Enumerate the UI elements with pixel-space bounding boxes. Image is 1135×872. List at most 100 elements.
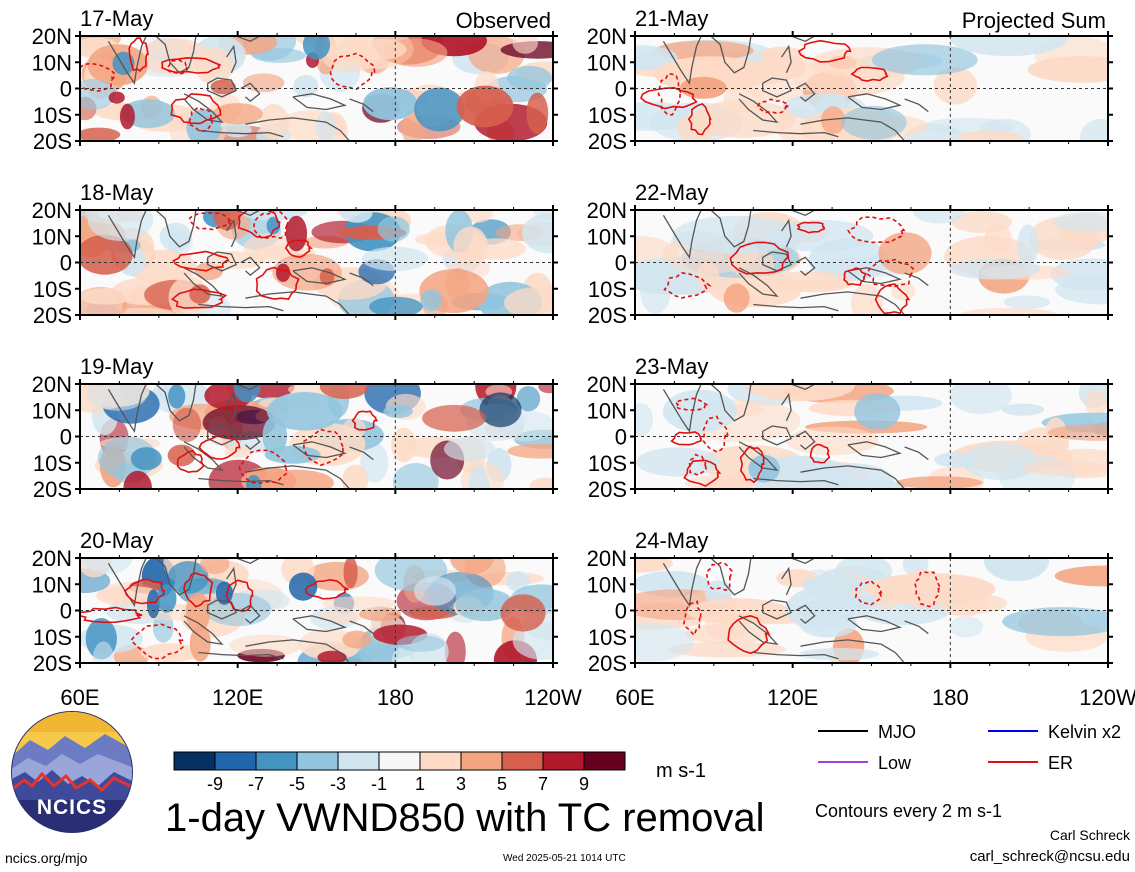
coastline xyxy=(235,558,261,565)
y-tick-label: 10N xyxy=(32,572,72,597)
coastline xyxy=(800,639,906,663)
coastline xyxy=(107,210,147,260)
x-tick-label: 120W xyxy=(1079,685,1135,710)
er-contour xyxy=(797,39,852,63)
er-contour xyxy=(657,72,683,116)
coastline xyxy=(662,384,702,434)
anomaly-patch xyxy=(635,622,695,662)
coastline xyxy=(710,558,752,596)
anomaly-patch xyxy=(951,211,1012,233)
coastline xyxy=(762,251,792,272)
er-contour xyxy=(739,445,765,484)
coastline xyxy=(662,36,702,86)
coastline xyxy=(107,36,147,86)
er-contour xyxy=(809,443,831,464)
coastline xyxy=(710,36,752,74)
anomaly-patch xyxy=(786,426,879,456)
panel-date: 23-May xyxy=(635,354,708,379)
er-contour xyxy=(255,266,300,300)
anomaly-patch xyxy=(696,261,720,292)
colorbar-units: m s-1 xyxy=(656,760,706,782)
anomaly-patch xyxy=(522,213,553,254)
coastline xyxy=(762,599,792,620)
logo-text: NCICS xyxy=(37,796,107,819)
anomaly-patch xyxy=(80,78,116,110)
anomaly-patch xyxy=(1055,275,1108,305)
panel-field xyxy=(80,384,553,489)
coastline xyxy=(710,384,752,422)
anomaly-patch xyxy=(896,476,983,489)
y-tick-label: 20N xyxy=(32,198,72,223)
colorbar-label: 5 xyxy=(497,774,507,794)
er-contour xyxy=(183,572,214,608)
anomaly-patch xyxy=(420,289,443,312)
y-tick-label: 10N xyxy=(587,224,627,249)
coastline xyxy=(207,425,237,446)
y-tick-label: 20N xyxy=(587,198,627,223)
er-contour xyxy=(727,614,771,655)
er-contour xyxy=(188,211,233,231)
anomaly-core xyxy=(210,79,236,95)
anomaly-patch xyxy=(529,477,553,489)
coastline xyxy=(349,98,374,113)
coastline xyxy=(904,446,929,461)
y-tick-label: 10S xyxy=(588,103,627,128)
anomaly-patch xyxy=(319,384,369,399)
coastline xyxy=(226,218,237,248)
y-tick-label: 10N xyxy=(587,50,627,75)
y-tick-label: 20N xyxy=(32,24,72,49)
anomaly-patch xyxy=(635,558,673,573)
y-tick-label: 0 xyxy=(60,425,72,450)
coastline xyxy=(790,558,816,565)
anomaly-core xyxy=(167,444,196,467)
y-tick-label: 20S xyxy=(588,129,627,154)
anomaly-patch xyxy=(342,630,372,649)
er-contour xyxy=(850,66,889,82)
anomaly-patch xyxy=(640,270,671,314)
y-tick-label: 20N xyxy=(32,372,72,397)
colorbar-label: -5 xyxy=(289,774,305,794)
anomaly-core xyxy=(276,263,291,282)
y-tick-label: 10N xyxy=(587,572,627,597)
y-tick-label: 0 xyxy=(615,599,627,624)
anomaly-patch xyxy=(87,210,154,241)
anomaly-patch xyxy=(360,441,389,483)
anomaly-patch xyxy=(356,38,407,60)
coastline xyxy=(155,384,197,422)
colorbar-segment xyxy=(337,751,380,771)
anomaly-patch xyxy=(723,283,750,313)
anomaly-core xyxy=(302,36,331,60)
colorbar-label: -1 xyxy=(371,774,387,794)
coastline xyxy=(349,620,374,635)
anomaly-core xyxy=(343,558,358,589)
coastline xyxy=(292,615,347,633)
colorbar-label: -3 xyxy=(330,774,346,794)
colorbar-label: -9 xyxy=(207,774,223,794)
anomaly-patch xyxy=(92,641,114,663)
colorbar-label: 7 xyxy=(538,774,548,794)
anomaly-patch xyxy=(392,463,439,489)
er-contour xyxy=(847,216,906,244)
anomaly-patch xyxy=(342,464,369,489)
anomaly-patch xyxy=(901,569,943,608)
er-contour xyxy=(176,450,205,474)
coastline xyxy=(155,210,197,248)
y-tick-label: 20S xyxy=(588,477,627,502)
y-tick-label: 0 xyxy=(615,77,627,102)
er-contour xyxy=(756,98,790,115)
anomaly-patch xyxy=(1001,403,1045,416)
panel-date: 18-May xyxy=(80,180,153,205)
coastline xyxy=(235,384,261,391)
coastline xyxy=(198,651,284,660)
anomaly-patch xyxy=(512,36,538,54)
anomaly-patch xyxy=(821,106,846,135)
anomaly-patch xyxy=(987,558,1009,574)
anomaly-patch xyxy=(445,267,471,300)
anomaly-patch xyxy=(396,635,445,652)
panel-date: 19-May xyxy=(80,354,153,379)
coastline xyxy=(245,465,351,489)
